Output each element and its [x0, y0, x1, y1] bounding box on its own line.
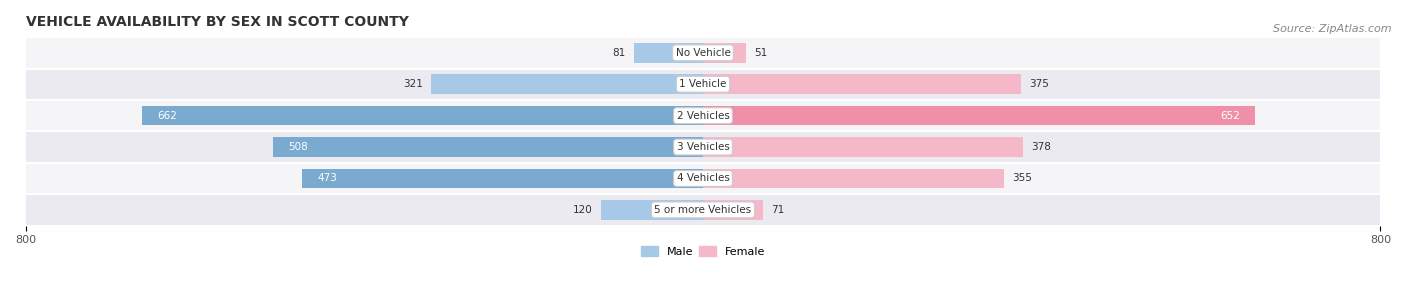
Text: 71: 71 — [772, 205, 785, 215]
Text: 321: 321 — [404, 79, 423, 89]
Text: 4 Vehicles: 4 Vehicles — [676, 174, 730, 184]
Bar — [602, 200, 703, 220]
Bar — [25, 37, 1381, 69]
Text: 355: 355 — [1012, 174, 1032, 184]
Text: 378: 378 — [1032, 142, 1052, 152]
Text: 662: 662 — [157, 111, 177, 121]
Bar — [703, 74, 1021, 94]
Bar — [25, 69, 1381, 100]
Text: 1 Vehicle: 1 Vehicle — [679, 79, 727, 89]
Bar — [25, 194, 1381, 226]
Text: Source: ZipAtlas.com: Source: ZipAtlas.com — [1274, 24, 1392, 34]
Bar — [432, 74, 703, 94]
Text: 508: 508 — [288, 142, 308, 152]
Text: 375: 375 — [1029, 79, 1049, 89]
Bar — [25, 100, 1381, 131]
Bar — [142, 106, 703, 125]
Bar — [273, 137, 703, 157]
Text: 2 Vehicles: 2 Vehicles — [676, 111, 730, 121]
Legend: Male, Female: Male, Female — [637, 242, 769, 261]
Bar — [302, 169, 703, 188]
Text: VEHICLE AVAILABILITY BY SEX IN SCOTT COUNTY: VEHICLE AVAILABILITY BY SEX IN SCOTT COU… — [25, 15, 408, 29]
Text: 3 Vehicles: 3 Vehicles — [676, 142, 730, 152]
Text: 120: 120 — [574, 205, 593, 215]
Bar — [703, 137, 1024, 157]
Bar — [634, 43, 703, 63]
Bar — [25, 131, 1381, 163]
Bar — [703, 200, 763, 220]
Bar — [703, 43, 747, 63]
Text: 51: 51 — [755, 48, 768, 58]
Text: 473: 473 — [318, 174, 337, 184]
Text: 81: 81 — [613, 48, 626, 58]
Bar — [25, 163, 1381, 194]
Text: 5 or more Vehicles: 5 or more Vehicles — [654, 205, 752, 215]
Bar — [703, 169, 1004, 188]
Text: No Vehicle: No Vehicle — [675, 48, 731, 58]
Bar — [703, 106, 1256, 125]
Text: 652: 652 — [1220, 111, 1240, 121]
